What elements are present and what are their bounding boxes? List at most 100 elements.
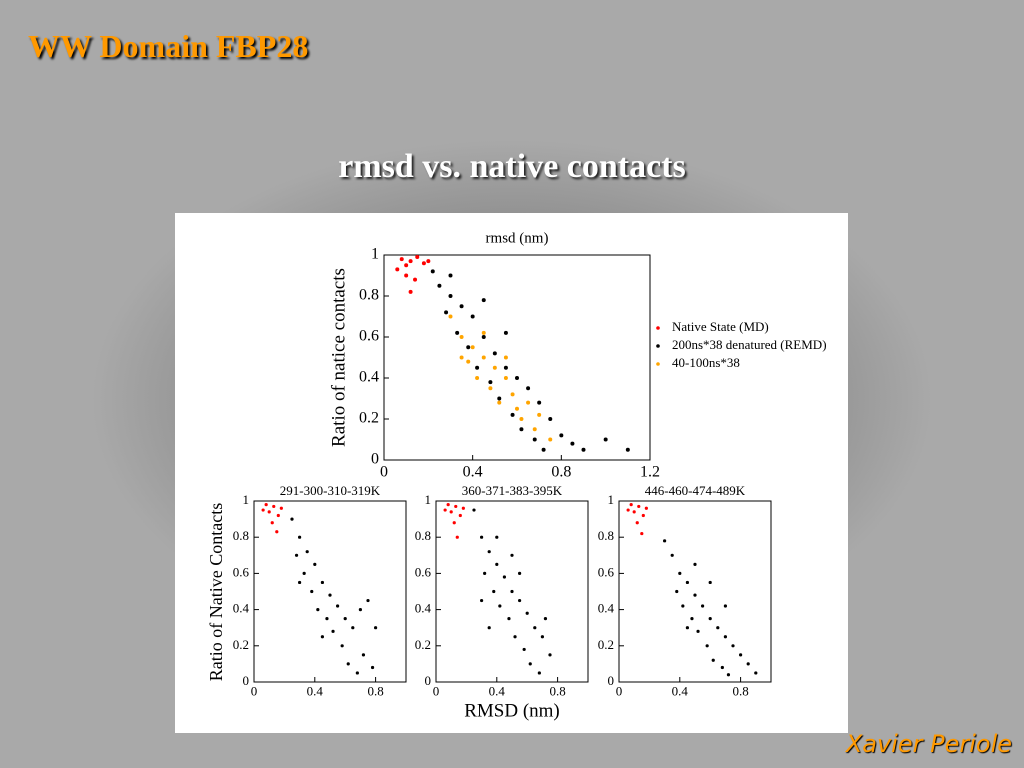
x-tick-label: 0.8 (732, 683, 748, 698)
scatter-point (492, 351, 497, 356)
y-tick-label: 0.4 (415, 601, 432, 616)
scatter-point (444, 310, 449, 315)
scatter-point (723, 604, 728, 608)
scatter-point (448, 273, 453, 278)
scatter-point (708, 580, 712, 585)
scatter-point (310, 589, 314, 594)
scatter-point (320, 635, 324, 639)
scatter-point (543, 617, 548, 621)
scatter-point (746, 662, 750, 666)
y-tick-label: 0 (243, 673, 250, 688)
x-tick-label: 0.4 (489, 683, 506, 698)
x-tick-label: 1.2 (640, 463, 660, 480)
scatter-point (336, 604, 340, 608)
scatter-point (480, 535, 484, 539)
scatter-point (374, 626, 378, 630)
scatter-point (537, 400, 542, 405)
x-tick-label: 0 (251, 683, 258, 698)
scatter-point (570, 441, 575, 446)
scatter-point (466, 345, 471, 350)
y-tick-label: 0.8 (415, 528, 431, 543)
scatter-point (528, 662, 532, 666)
scatter-point (480, 598, 484, 603)
scatter-point (446, 503, 450, 507)
scatter-point (475, 376, 480, 380)
y-tick-label: 0.2 (233, 637, 249, 652)
x-tick-label: 0.8 (549, 683, 565, 698)
scatter-point (366, 598, 370, 603)
scatter-point (685, 626, 690, 630)
y-tick-label: 1 (608, 492, 615, 507)
scatter-point (399, 257, 404, 262)
scatter-point (492, 589, 496, 594)
scatter-point (302, 571, 306, 576)
scatter-point (515, 406, 519, 411)
scatter-point (670, 553, 674, 557)
legend-label: 40-100ns*38 (672, 355, 740, 370)
scatter-point (510, 589, 514, 594)
scatter-point (459, 304, 464, 309)
scatter-point (711, 658, 715, 662)
scatter-point (358, 608, 362, 612)
scatter-point (559, 433, 564, 438)
chart-title: rmsd (nm) (486, 230, 549, 246)
scatter-point (720, 665, 724, 670)
scatter-point (754, 671, 758, 675)
x-tick-label: 0 (380, 463, 388, 480)
scatter-point (437, 283, 442, 288)
y-tick-label: 0 (371, 451, 379, 468)
legend-marker (656, 362, 660, 366)
x-tick-label: 0.4 (672, 683, 689, 698)
scatter-point (343, 617, 347, 621)
plot-frame (253, 500, 407, 683)
scatter-point (316, 608, 320, 612)
scatter-point (537, 412, 542, 417)
scatter-point (487, 550, 491, 554)
scatter-point (487, 626, 491, 630)
y-tick-label: 0.8 (233, 528, 249, 543)
scatter-point (675, 589, 679, 594)
x-tick-label: 0.8 (367, 683, 383, 698)
scatter-point (708, 617, 712, 621)
scatter-point (346, 662, 350, 666)
scatter-point (632, 510, 636, 514)
scatter-point (325, 617, 329, 621)
scatter-point (264, 503, 268, 507)
scatter-point (449, 510, 453, 514)
scatter-point (548, 437, 553, 442)
scatter-point (640, 531, 644, 536)
scatter-point (267, 510, 271, 514)
plot-frame (383, 254, 651, 461)
x-tick-label: 0.8 (551, 463, 571, 480)
scatter-point (454, 504, 458, 509)
scatter-point (519, 417, 524, 421)
scatter-point (581, 447, 586, 452)
scatter-point (510, 553, 514, 557)
scatter-point (290, 517, 294, 521)
scatter-point (497, 396, 502, 401)
legend-marker (656, 344, 660, 348)
scatter-point (510, 392, 515, 397)
scatter-point (540, 635, 545, 639)
chart-title: 446-460-474-489K (645, 483, 746, 498)
scatter-point (461, 506, 465, 510)
scatter-point (361, 653, 366, 657)
scatter-point (693, 593, 697, 597)
y-tick-label: 0.6 (359, 328, 379, 345)
x-axis-label: RMSD (nm) (464, 700, 560, 721)
scatter-point (481, 355, 486, 360)
scatter-point (635, 521, 639, 525)
scatter-point (426, 259, 431, 264)
scatter-point (320, 580, 324, 585)
scatter-point (272, 504, 276, 509)
scatter-point (519, 427, 524, 432)
scatter-point (522, 647, 526, 652)
scatter-point (644, 506, 648, 510)
scatter-point (503, 330, 508, 335)
scatter-point (261, 508, 265, 512)
scatter-point (532, 437, 537, 442)
scatter-point (731, 644, 735, 648)
scatter-point (716, 626, 720, 630)
y-tick-label: 0 (425, 673, 432, 688)
